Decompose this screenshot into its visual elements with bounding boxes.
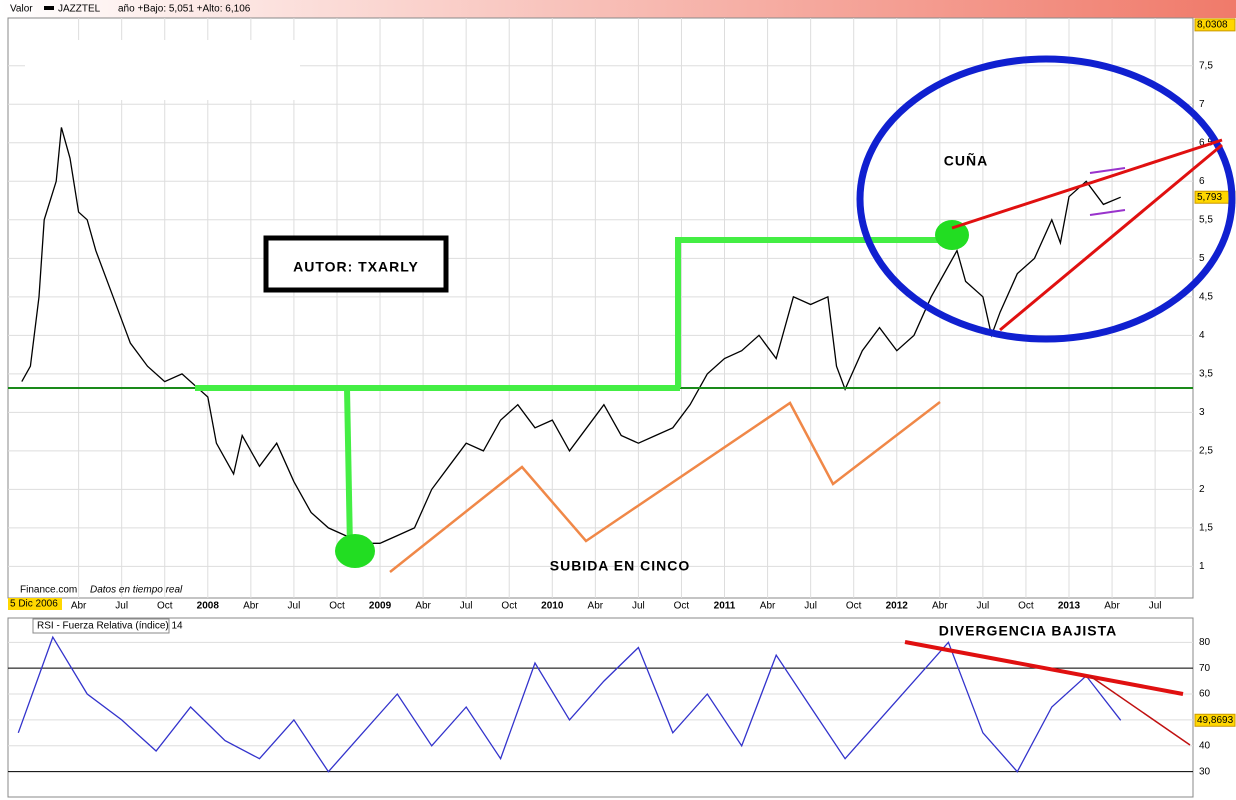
x-tick-label: Oct: [1018, 601, 1034, 612]
y-tick-label: 7,5: [1199, 60, 1213, 71]
rsi-title-box: [32, 618, 170, 634]
wedge-bottom: [999, 143, 1223, 332]
green-dot: [335, 534, 375, 568]
header-band: [0, 0, 1236, 18]
x-tick-label: Oct: [329, 601, 345, 612]
wedge-label: CUÑA: [944, 152, 988, 169]
value-marker-label: 49,8693: [1197, 715, 1234, 726]
rsi-title: RSI - Fuerza Relativa (índice) 14: [37, 621, 183, 632]
divergence-label: DIVERGENCIA BAJISTA: [939, 623, 1117, 639]
price-line: [21, 127, 1121, 544]
value-marker: [1194, 713, 1236, 727]
x-tick-label: Jul: [804, 601, 817, 612]
x-tick-label: Oct: [157, 601, 173, 612]
x-tick-label: 2009: [369, 601, 392, 612]
x-tick-label: Oct: [501, 601, 517, 612]
x-tick-label: Oct: [846, 601, 862, 612]
start-date: 5 Dic 2006: [10, 599, 58, 610]
value-marker-label: 8,0308: [1197, 20, 1228, 31]
x-tick-label: 2010: [541, 601, 564, 612]
start-date-box: [8, 598, 62, 610]
y-tick-label: 3,5: [1199, 368, 1213, 379]
wave-label: SUBIDA EN CINCO: [550, 558, 691, 574]
y-tick-label: 3: [1199, 407, 1205, 418]
x-tick-label: Abr: [1104, 601, 1120, 612]
y-tick-label: 2,5: [1199, 446, 1213, 457]
green-target: [675, 237, 950, 388]
y-tick-label: 1: [1199, 561, 1205, 572]
x-tick-label: Jul: [288, 601, 301, 612]
x-tick-label: 2008: [197, 601, 220, 612]
value-marker: [1194, 18, 1236, 32]
x-tick-label: Oct: [674, 601, 690, 612]
white-patch: [25, 40, 300, 100]
y-tick-label: 6,5: [1199, 137, 1213, 148]
x-tick-label: 2012: [886, 601, 909, 612]
y-tick-label: 4,5: [1199, 291, 1213, 302]
x-tick-label: Abr: [932, 601, 948, 612]
legend-swatch: [44, 6, 54, 10]
price-panel: [7, 17, 1194, 599]
note: Datos en tiempo real: [90, 585, 183, 596]
green-dot: [935, 220, 969, 250]
y-tick-label: 60: [1199, 689, 1211, 700]
y-tick-label: 2: [1199, 484, 1205, 495]
wedge-mark: [1089, 167, 1126, 174]
wedge-mark: [1089, 209, 1126, 216]
source: Finance.com: [20, 585, 77, 596]
y-tick-label: 7: [1199, 99, 1205, 110]
price-line: [17, 635, 1122, 773]
y-tick-label: 1,5: [1199, 523, 1213, 534]
x-tick-label: Jul: [115, 601, 128, 612]
y-tick-label: 4: [1199, 330, 1205, 341]
y-tick-label: 40: [1199, 740, 1211, 751]
x-tick-label: 2013: [1058, 601, 1081, 612]
legend-entry: JAZZTEL: [58, 4, 101, 15]
value-marker-label: 5,793: [1197, 192, 1222, 203]
author-box: [263, 235, 449, 293]
y-tick-label: 30: [1199, 766, 1211, 777]
author: AUTOR: TXARLY: [293, 259, 419, 275]
circle: [856, 55, 1236, 343]
y-tick-label: 5: [1199, 253, 1205, 264]
divergence-line: [1089, 675, 1191, 746]
rsi-panel: [7, 617, 1194, 798]
wedge-top: [951, 138, 1223, 230]
x-tick-label: Jul: [460, 601, 473, 612]
y-tick-label: 5,5: [1199, 214, 1213, 225]
x-tick-label: Jul: [976, 601, 989, 612]
y-tick-label: 70: [1199, 663, 1211, 674]
subtitle: año +Bajo: 5,051 +Alto: 6,106: [118, 4, 251, 15]
x-tick-label: Jul: [632, 601, 645, 612]
x-tick-label: 2011: [714, 601, 736, 612]
x-tick-label: Abr: [760, 601, 776, 612]
divergence-line: [904, 640, 1184, 696]
wave-line: [389, 401, 941, 573]
x-tick-label: Jul: [1149, 601, 1162, 612]
x-tick-label: Abr: [588, 601, 604, 612]
y-tick-label: 6: [1199, 176, 1205, 187]
green-drop: [344, 387, 353, 549]
y-tick-label: 80: [1199, 637, 1211, 648]
x-tick-label: Abr: [71, 601, 87, 612]
x-tick-label: Abr: [415, 601, 431, 612]
legend-label: Valor: [10, 4, 33, 15]
x-tick-label: Abr: [243, 601, 259, 612]
